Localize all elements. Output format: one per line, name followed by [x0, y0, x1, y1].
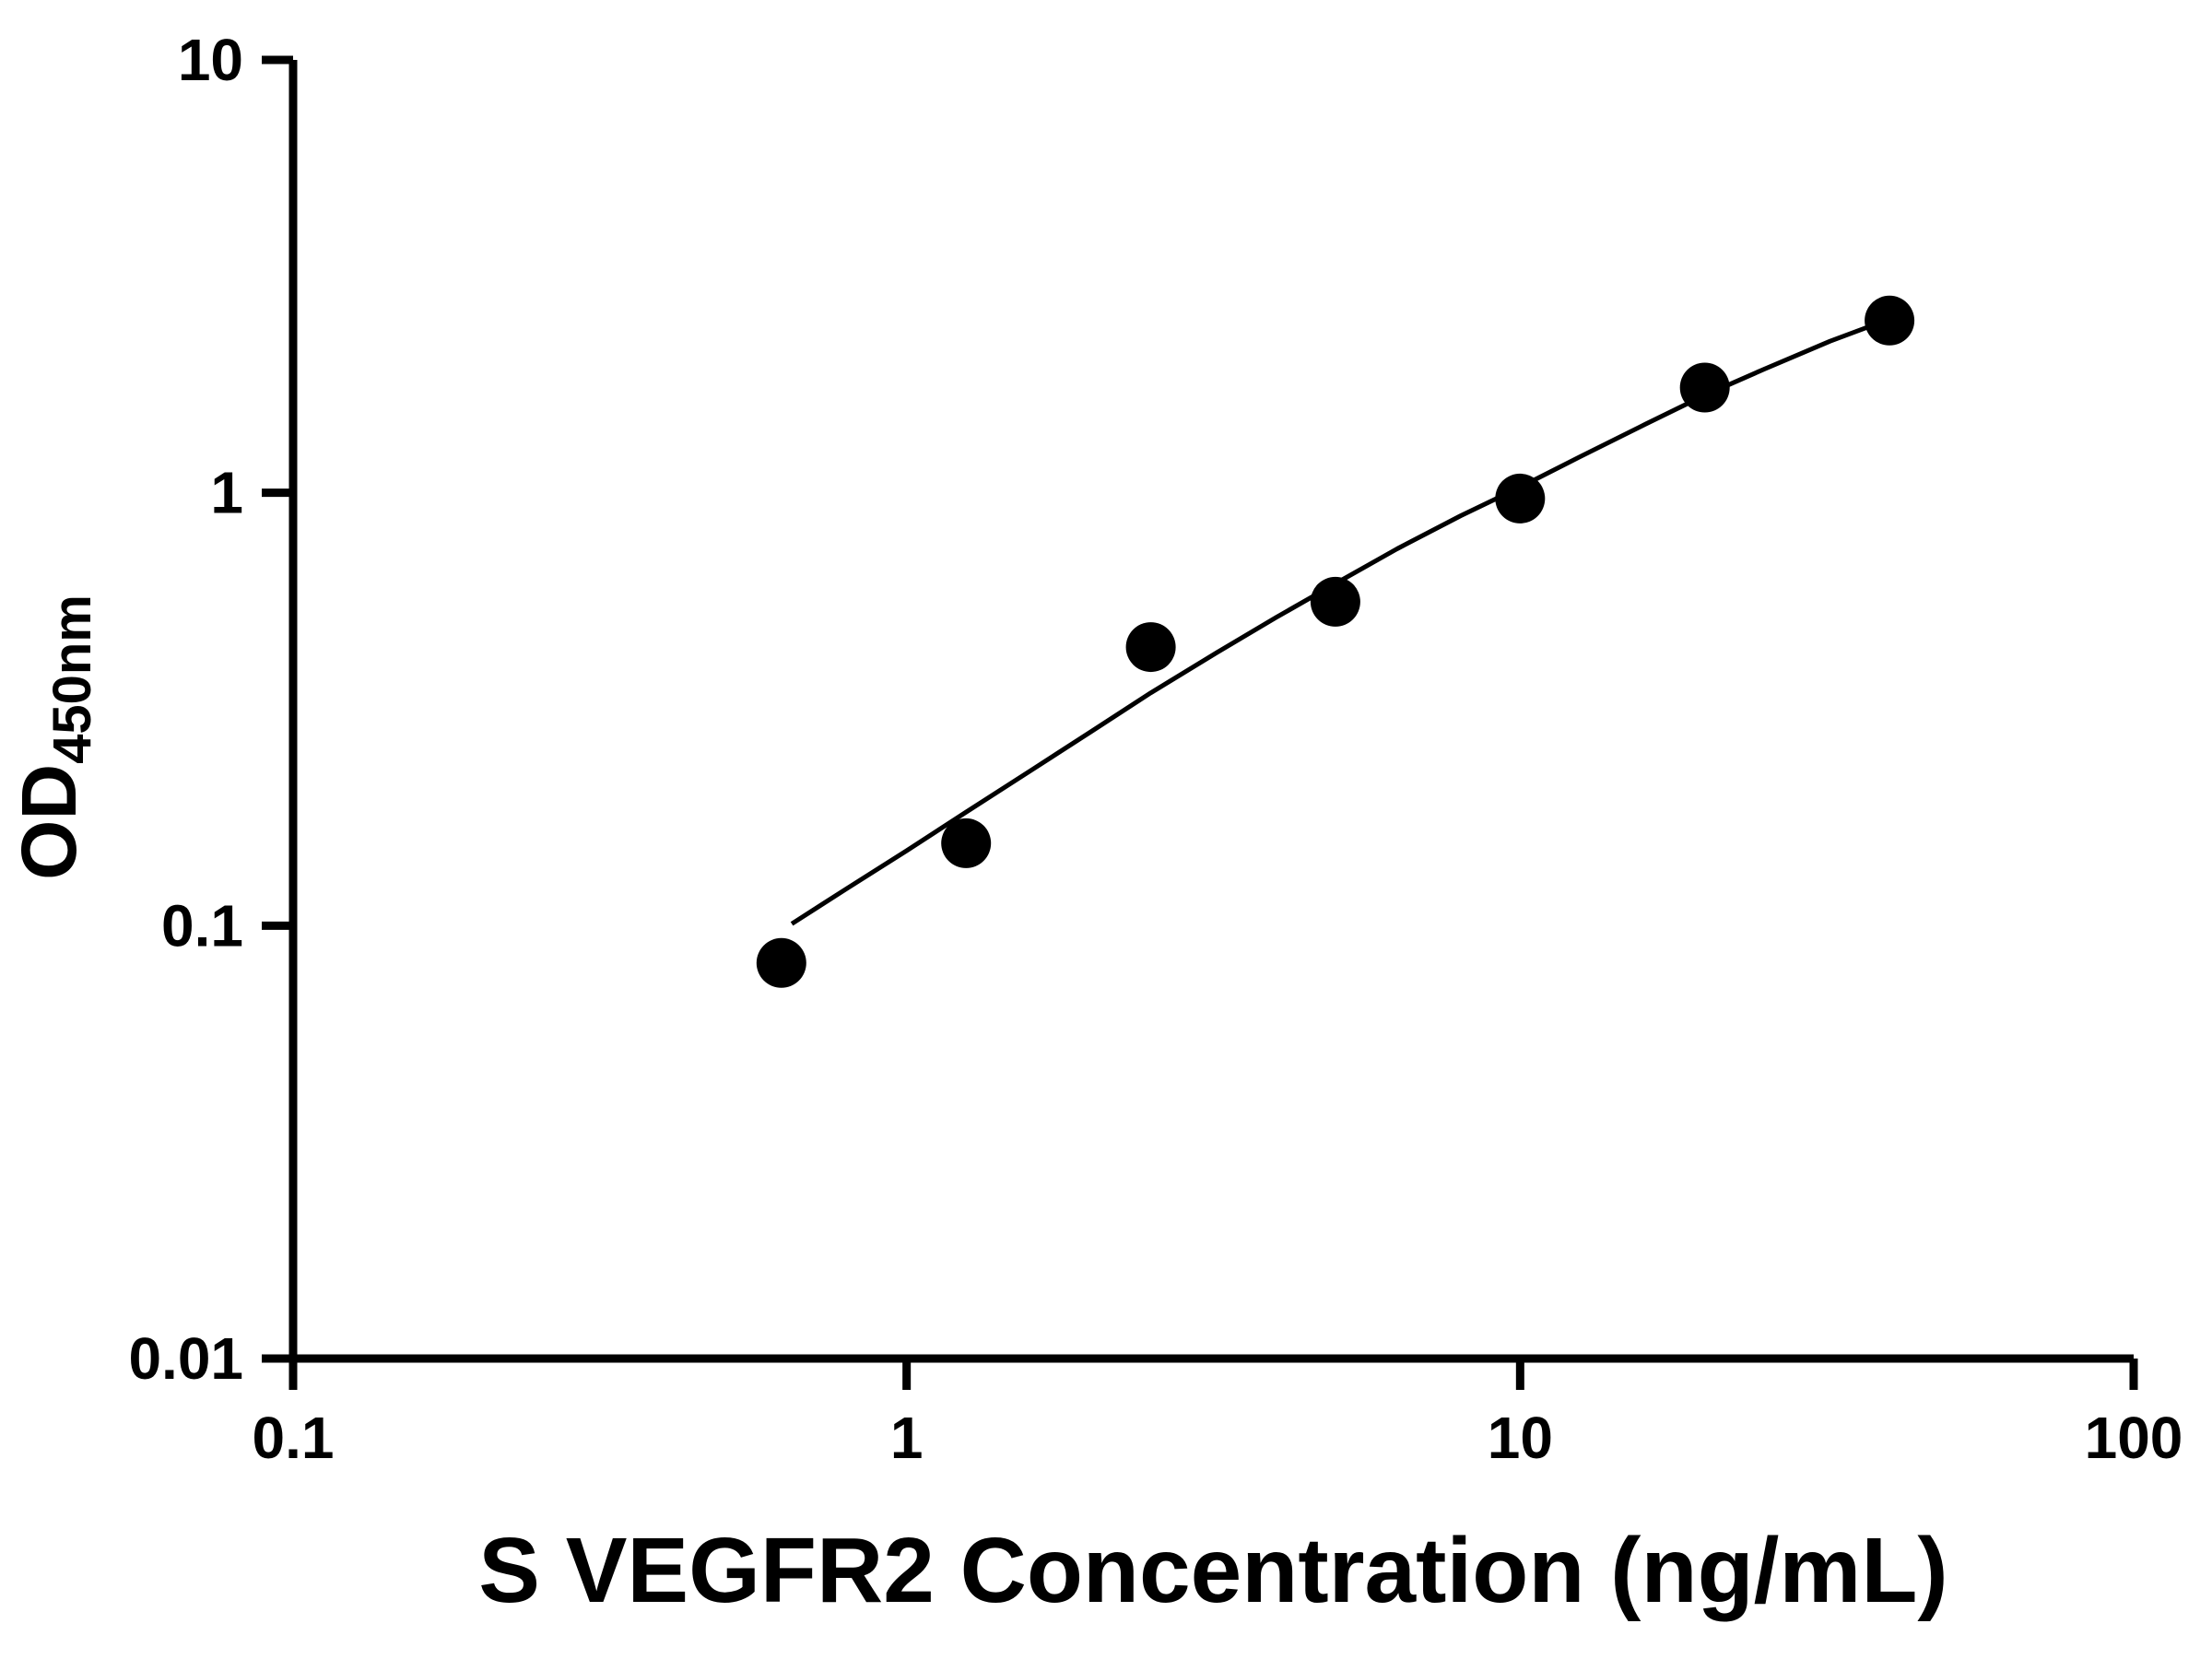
x-axis-tick-label: 10 — [1488, 1405, 1553, 1471]
data-point — [1495, 473, 1546, 524]
data-point — [941, 818, 992, 868]
y-axis-title-subscript: 450nm — [42, 594, 102, 764]
y-axis-tick-label: 1 — [210, 460, 243, 526]
data-point — [1310, 576, 1360, 627]
y-axis-title-main: OD — [6, 764, 92, 880]
x-axis-tick-label: 1 — [890, 1405, 924, 1471]
data-point — [1125, 622, 1176, 673]
y-axis-title: OD450nm — [6, 594, 102, 880]
x-axis-title: S VEGFR2 Concentration (ng/mL) — [478, 1519, 1947, 1622]
y-axis-tick-label: 10 — [178, 27, 243, 93]
data-point — [756, 937, 806, 988]
axis-spines — [288, 60, 2134, 1363]
data-point — [1679, 362, 1730, 413]
x-axis-tick-label: 100 — [2085, 1405, 2183, 1471]
x-axis-tick-label: 0.1 — [253, 1405, 335, 1471]
y-axis-tick-label: 0.01 — [128, 1325, 243, 1392]
data-point — [1865, 295, 1915, 346]
y-axis-tick-label: 0.1 — [161, 892, 243, 959]
